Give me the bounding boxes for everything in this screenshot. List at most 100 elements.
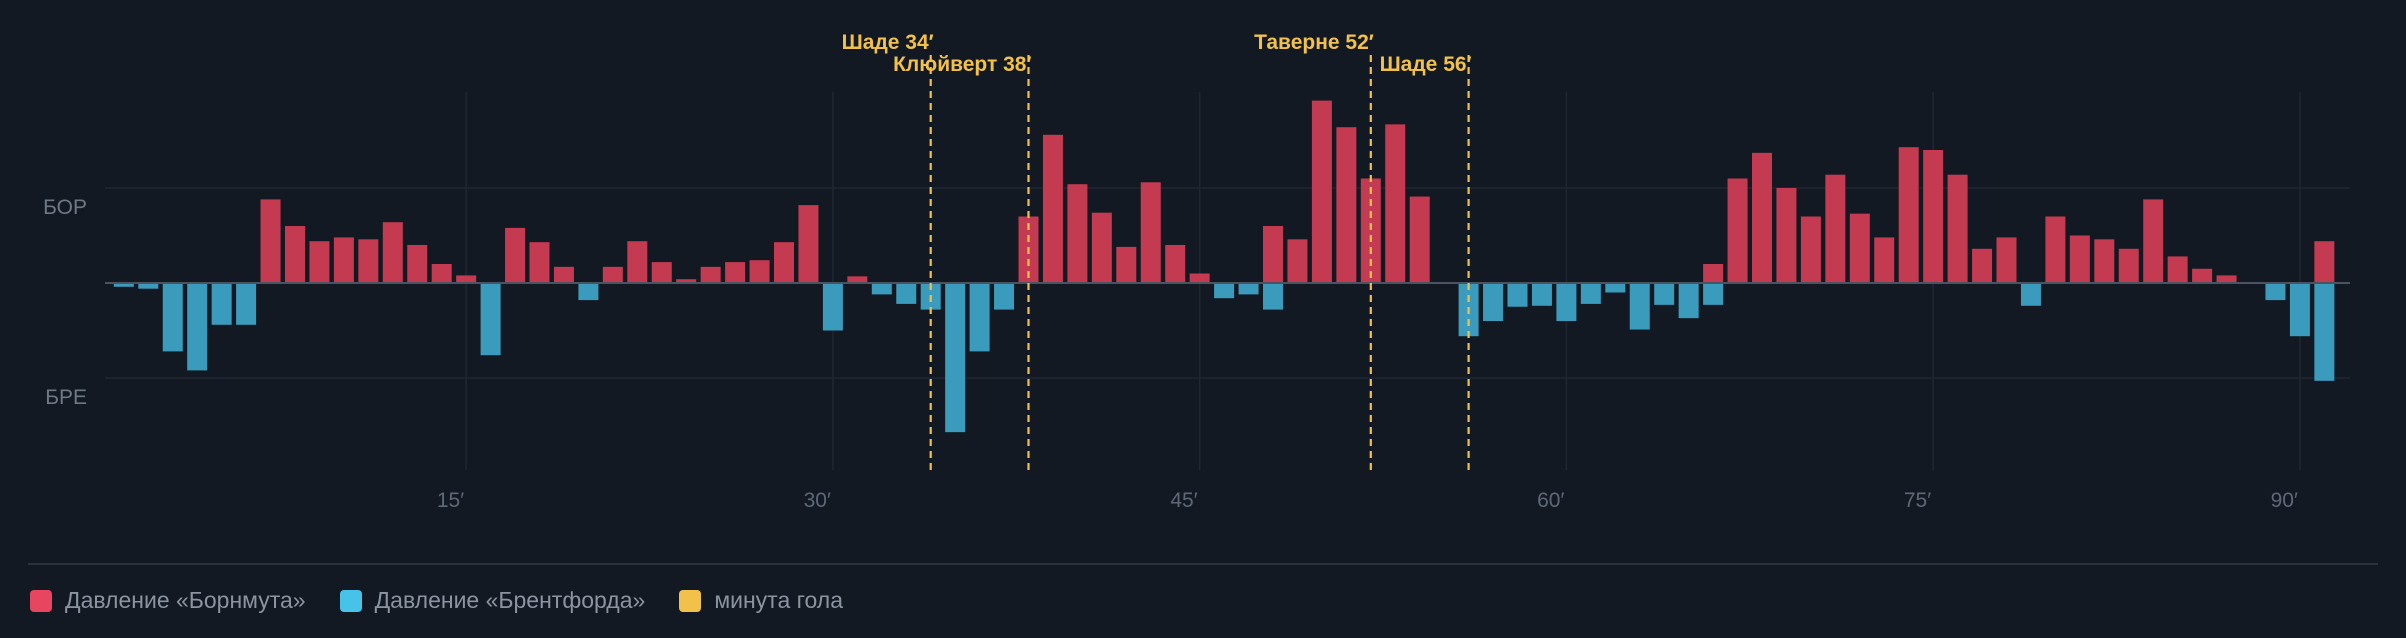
bar-home (285, 226, 305, 283)
bar-away (1605, 283, 1626, 293)
legend-swatch-home (30, 589, 52, 612)
goal-label: Шаде 34′ (842, 31, 934, 54)
bar-home (1923, 150, 1944, 283)
bar-home (2192, 268, 2213, 283)
x-tick-label: 60′ (1537, 489, 1564, 512)
goal-label: Клюйверт 38′ (893, 53, 1031, 76)
bar-home (651, 262, 672, 283)
bar-home (407, 245, 428, 283)
bar-home (1874, 237, 1895, 283)
bar-away (1629, 283, 1650, 330)
bar-away (1531, 283, 1552, 306)
bar-home (2094, 239, 2115, 283)
bar-home (1385, 124, 1406, 283)
bar-home (1287, 239, 1308, 283)
bar-home (2143, 199, 2164, 283)
legend-item-goal: минута гола (679, 587, 843, 614)
bar-home (749, 260, 770, 283)
bar-home (798, 205, 819, 283)
bar-home (1140, 182, 1161, 283)
bar-home (1703, 264, 1724, 283)
bar-home (627, 241, 648, 283)
bar-away (1507, 283, 1528, 307)
bar-home (2045, 216, 2066, 283)
legend-label-away: Давление «Брентфорда» (374, 587, 646, 613)
bar-home (529, 242, 550, 283)
x-tick-label: 30′ (804, 489, 831, 512)
bar-home (2167, 256, 2188, 283)
bar-home (2216, 275, 2237, 283)
bar-home (456, 275, 477, 283)
bar-away (138, 283, 159, 289)
bar-home (1336, 127, 1357, 283)
bar-home (382, 222, 403, 283)
bar-home (1042, 134, 1063, 283)
bar-home (1996, 237, 2017, 283)
bar-away (1556, 283, 1577, 321)
legend-item-home: Давление «Борнмута» (30, 587, 306, 614)
bar-home (847, 276, 868, 283)
bar-home (1727, 178, 1748, 283)
bar-home (1947, 174, 1968, 283)
bar-home (700, 266, 721, 283)
goal-label: Шаде 56′ (1380, 53, 1472, 76)
bar-away (578, 283, 599, 301)
legend-swatch-away (339, 589, 362, 612)
bar-away (945, 283, 966, 433)
bar-home (505, 227, 526, 283)
bar-home (1189, 273, 1210, 283)
bar-away (1483, 283, 1504, 321)
bar-home (1825, 174, 1846, 283)
bar-home (725, 262, 746, 283)
bar-home (2314, 241, 2335, 283)
bar-away (1263, 283, 1283, 310)
legend-label-goal: минута гола (714, 587, 844, 613)
bar-home (553, 266, 574, 283)
goal-markers: Шаде 34′Клюйверт 38′ Таверне 52′ Шаде 56′ (842, 31, 1472, 470)
bar-away (187, 283, 208, 371)
goal-label: Таверне 52′ (1254, 31, 1374, 54)
bar-away (113, 283, 134, 287)
bar-away (480, 283, 501, 356)
bar-home (1116, 246, 1137, 283)
bar-away (1703, 283, 1724, 305)
bar-away (2265, 283, 2286, 301)
legend: Давление «Борнмута» Давление «Брентфорда… (30, 587, 877, 614)
bar-home (1360, 178, 1381, 283)
bar-away (1238, 283, 1259, 295)
bar-away (1580, 283, 1601, 304)
bar-away (994, 283, 1015, 310)
bar-home (1311, 100, 1332, 283)
bar-home (2118, 248, 2139, 283)
bar-away (1214, 283, 1235, 299)
bar-home (1972, 248, 1993, 283)
bar-away (969, 283, 990, 352)
x-tick-label: 75′ (1904, 489, 1931, 512)
bar-away (236, 283, 257, 325)
bar-home (309, 241, 330, 283)
bar-away (896, 283, 917, 304)
bar-home (1091, 212, 1112, 283)
legend-item-away: Давление «Брентфорда» (339, 587, 646, 614)
bar-home (1263, 226, 1283, 283)
bar-away (1654, 283, 1675, 305)
bar-home (676, 279, 697, 283)
team-axis-label: БОР (43, 196, 87, 219)
legend-label-home: Давление «Борнмута» (65, 587, 306, 613)
bar-away (2314, 283, 2335, 381)
team-axis-label: БРЕ (45, 386, 87, 409)
bar-home (1898, 147, 1919, 283)
bar-away (2020, 283, 2041, 306)
x-axis-ticks: 15′ 30′ 45′ 60′ 75′ 90′ (437, 489, 2298, 512)
bar-home (1165, 245, 1186, 283)
bar-home (1067, 184, 1088, 283)
x-tick-label: 15′ (437, 489, 464, 512)
team-axis-labels: БОР БРЕ (43, 196, 87, 409)
x-tick-label: 45′ (1170, 489, 1197, 512)
bars (113, 100, 2335, 433)
bar-home (431, 264, 452, 283)
bar-home (602, 266, 623, 283)
bar-away (2289, 283, 2310, 337)
bar-away (211, 283, 232, 325)
